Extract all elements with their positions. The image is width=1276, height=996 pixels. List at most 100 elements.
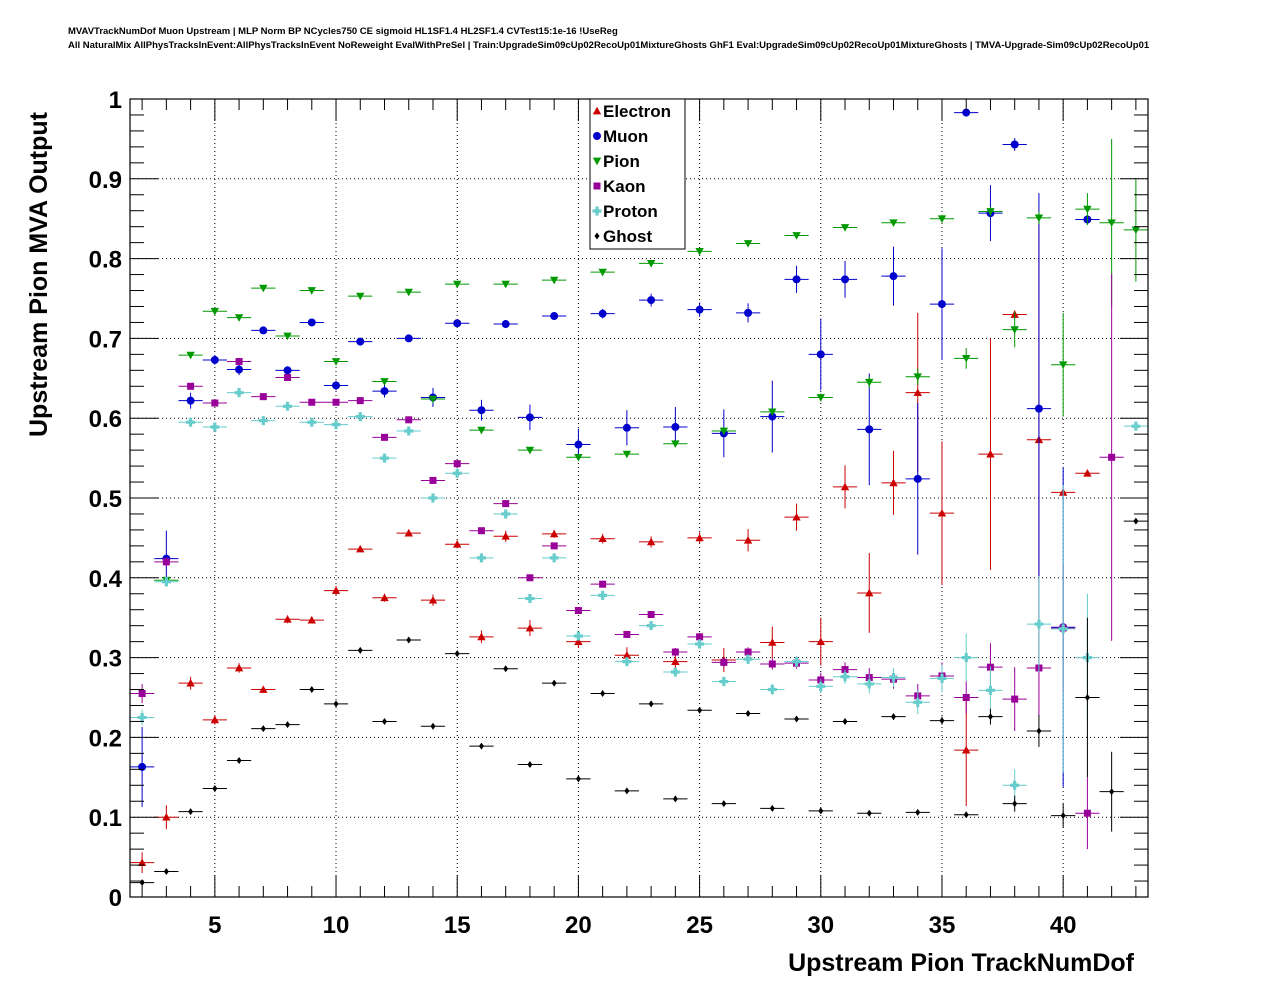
kaon-point <box>502 500 510 508</box>
electron-point <box>889 478 898 487</box>
electron-point <box>186 678 195 687</box>
proton-point <box>670 667 680 677</box>
y-tick-label: 0.2 <box>89 725 122 752</box>
electron-point <box>549 529 559 538</box>
ghost-point <box>309 686 315 694</box>
legend-marker-muon <box>593 132 601 140</box>
ghost-point <box>794 715 800 723</box>
pion-point <box>283 332 292 341</box>
pion-point <box>889 219 898 227</box>
muon-point <box>356 337 365 346</box>
series-kaon <box>130 273 1124 850</box>
pion-point <box>210 307 220 316</box>
ghost-point <box>163 867 169 875</box>
tick-layer <box>130 98 1148 898</box>
pion-point <box>937 215 947 223</box>
proton-point <box>137 712 147 722</box>
legend-label-pion: Pion <box>603 152 640 171</box>
pion-point <box>646 260 656 268</box>
kaon-point <box>477 527 485 535</box>
ghost-point <box>1109 788 1115 796</box>
ghost-point <box>939 717 945 725</box>
muon-point <box>622 423 631 432</box>
kaon-point <box>1108 453 1116 461</box>
ghost-point <box>527 761 533 769</box>
pion-point <box>1010 326 1019 334</box>
x-tick-label: 20 <box>565 912 592 939</box>
pion-point <box>1034 214 1044 223</box>
electron-point <box>937 508 947 517</box>
muon-point <box>647 296 656 305</box>
electron-point <box>283 615 292 623</box>
proton-point <box>622 657 632 667</box>
electron-point <box>574 637 583 645</box>
pion-point <box>404 288 413 297</box>
ghost-point <box>624 787 630 795</box>
pion-point <box>525 446 535 455</box>
electron-point <box>913 388 922 397</box>
electron-point <box>816 637 825 645</box>
proton-point <box>452 468 462 478</box>
proton-point <box>501 509 511 519</box>
proton-point <box>573 631 583 641</box>
kaon-point <box>405 416 413 424</box>
kaon-point <box>550 542 558 550</box>
proton-point <box>1010 780 1020 790</box>
legend-marker-electron <box>592 106 602 115</box>
ghost-point <box>357 646 363 654</box>
y-tick-label: 0.9 <box>89 167 122 194</box>
muon-point <box>525 413 534 422</box>
muon-point <box>332 381 341 390</box>
legend-marker-kaon <box>593 182 601 190</box>
kaon-point <box>381 433 388 441</box>
muon-point <box>695 305 704 314</box>
kaon-point <box>526 574 534 582</box>
proton-point <box>234 388 244 398</box>
legend-label-ghost: Ghost <box>603 227 652 246</box>
pion-point <box>840 224 850 232</box>
muon-point <box>865 425 874 434</box>
muon-point <box>477 406 486 415</box>
y-axis-title: Upstream Pion MVA Output <box>25 111 53 437</box>
proton-point <box>913 697 923 707</box>
ghost-point <box>1060 812 1066 820</box>
electron-point <box>840 482 850 491</box>
pion-point <box>380 378 389 386</box>
muon-point <box>598 309 607 318</box>
ghost-point <box>1133 517 1139 525</box>
proton-point <box>283 401 293 411</box>
muon-point <box>380 387 389 396</box>
ghost-point <box>769 804 775 812</box>
ghost-point <box>551 679 557 687</box>
pion-point <box>865 378 874 387</box>
proton-point <box>598 590 608 600</box>
ghost-point <box>721 800 727 808</box>
muon-point <box>453 319 462 328</box>
y-tick-label: 0.3 <box>89 646 122 673</box>
ghost-point <box>672 795 678 803</box>
legend-marker-ghost <box>594 232 600 240</box>
ghost-point <box>818 807 824 815</box>
muon-point <box>501 320 510 329</box>
electron-point <box>501 532 510 540</box>
kaon-point <box>235 358 243 366</box>
electron-point <box>962 745 971 754</box>
pion-point <box>768 408 777 417</box>
proton-point <box>525 594 535 604</box>
muon-point <box>259 326 268 335</box>
ghost-point <box>891 713 896 721</box>
kaon-point <box>574 607 582 615</box>
pion-point <box>1131 226 1141 235</box>
pion-point <box>549 276 559 285</box>
proton-point <box>186 417 196 427</box>
y-tick-label: 1 <box>109 87 122 114</box>
kaon-point <box>187 382 195 390</box>
ghost-point <box>915 808 921 816</box>
muon-point <box>744 308 753 317</box>
electron-point <box>525 623 535 632</box>
pion-point <box>598 268 607 277</box>
ghost-point <box>382 717 387 725</box>
electron-point <box>695 533 704 542</box>
ghost-point <box>963 811 969 819</box>
